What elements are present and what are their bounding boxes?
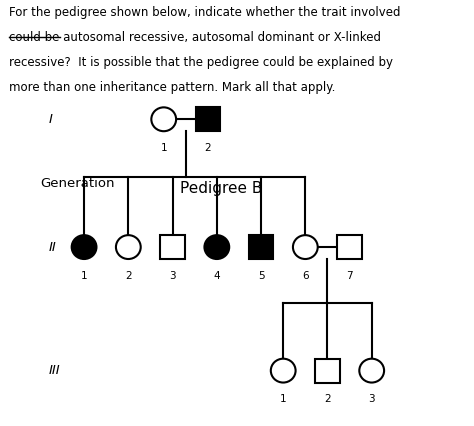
Text: 1: 1 [280,394,286,404]
Text: 2: 2 [205,143,211,153]
Circle shape [293,235,318,259]
Text: For the pedigree shown below, indicate whether the trait involved: For the pedigree shown below, indicate w… [9,6,401,20]
Text: I: I [49,113,53,126]
Text: III: III [49,364,60,377]
Circle shape [116,235,141,259]
FancyBboxPatch shape [337,235,362,259]
Circle shape [359,359,384,383]
Text: 1: 1 [81,271,87,280]
Text: 2: 2 [125,271,132,280]
Text: 7: 7 [346,271,353,280]
Text: Pedigree B: Pedigree B [180,181,263,196]
FancyBboxPatch shape [196,107,220,131]
Circle shape [204,235,229,259]
Text: could be autosomal recessive, autosomal dominant or X-linked: could be autosomal recessive, autosomal … [9,31,381,44]
Text: 5: 5 [258,271,264,280]
FancyBboxPatch shape [315,359,340,383]
Text: 1: 1 [160,143,167,153]
FancyBboxPatch shape [249,235,273,259]
Text: 2: 2 [324,394,331,404]
Circle shape [72,235,97,259]
Text: recessive?  It is possible that the pedigree could be explained by: recessive? It is possible that the pedig… [9,56,393,69]
Circle shape [151,107,176,131]
Text: II: II [49,241,56,253]
Text: 3: 3 [169,271,176,280]
Text: Generation: Generation [40,177,114,190]
FancyBboxPatch shape [160,235,185,259]
Text: 4: 4 [213,271,220,280]
Text: more than one inheritance pattern. Mark all that apply.: more than one inheritance pattern. Mark … [9,81,335,94]
Text: 3: 3 [368,394,375,404]
Text: 6: 6 [302,271,309,280]
Circle shape [271,359,296,383]
